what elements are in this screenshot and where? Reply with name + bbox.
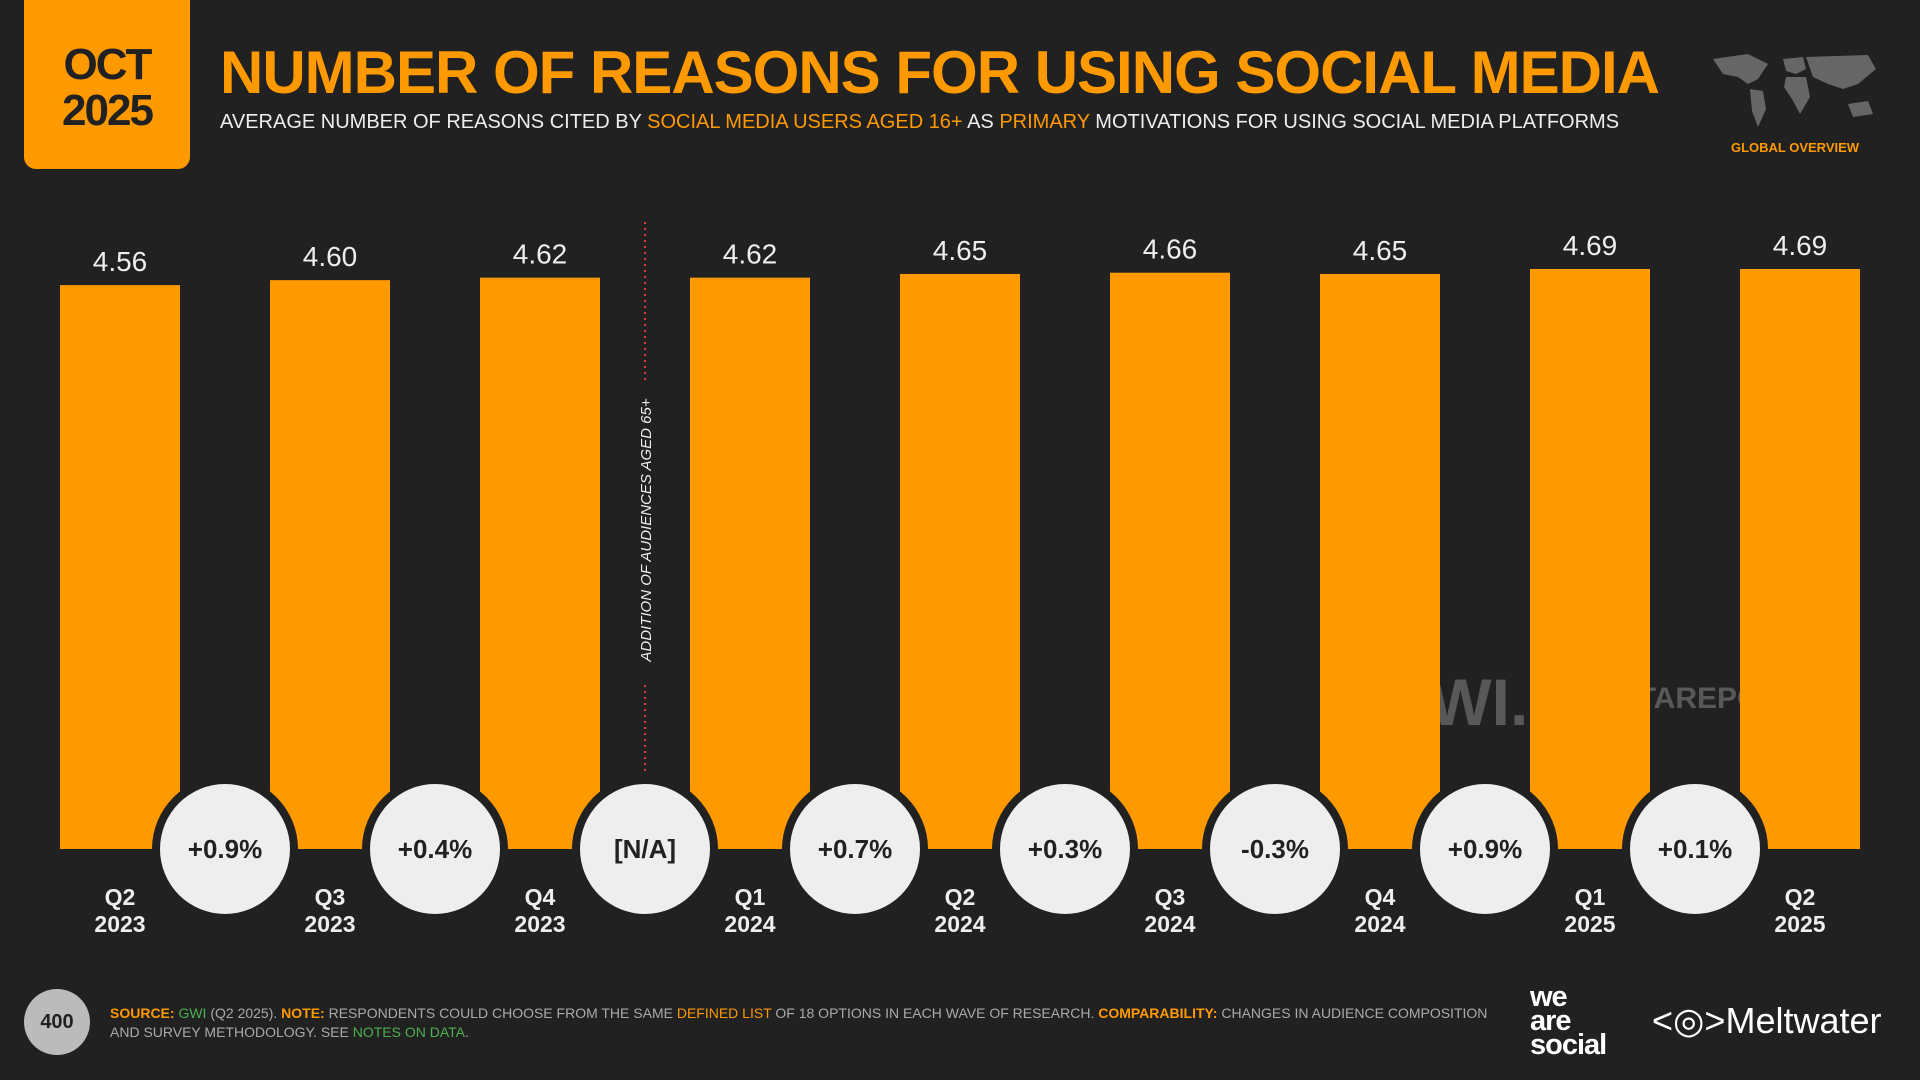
source-label: SOURCE: [110, 1005, 175, 1021]
subtitle-highlight: SOCIAL MEDIA USERS AGED 16+ [647, 111, 963, 133]
date-year: 2025 [62, 86, 154, 135]
source-link[interactable]: GWI [178, 1005, 207, 1021]
bar [1740, 269, 1860, 849]
change-label: +0.4% [398, 834, 472, 864]
change-badge [1420, 784, 1550, 914]
value-label: 4.62 [723, 239, 778, 270]
change-label: +0.3% [1028, 834, 1102, 864]
change-label: [N/A] [614, 834, 676, 864]
category-label: 2024 [1144, 911, 1195, 937]
bar [1320, 273, 1440, 850]
category-label: Q2 [105, 884, 136, 910]
logo-word: are [1530, 1005, 1572, 1037]
subtitle-text: AVERAGE NUMBER OF REASONS CITED BY [220, 111, 648, 133]
date-badge: OCT 2025 [24, 0, 190, 169]
category-label: 2023 [304, 911, 355, 937]
bar [690, 277, 810, 849]
category-label: 2025 [1564, 911, 1615, 937]
logo-word: we [1530, 981, 1568, 1013]
page-number: 400 [24, 989, 90, 1055]
category-label: 2023 [94, 911, 145, 937]
notes-on-data-link[interactable]: NOTES ON DATA [352, 1024, 466, 1040]
note-text: RESPONDENTS COULD CHOOSE FROM THE SAME [324, 1005, 677, 1021]
change-badge [160, 784, 290, 914]
change-badge [1000, 784, 1130, 914]
category-label: Q4 [1365, 884, 1396, 910]
bar [480, 277, 600, 849]
comparability-text: CHANGES IN AUDIENCE COMPOSITION AND SURV… [110, 1005, 1488, 1040]
change-badge [1210, 784, 1340, 914]
meltwater-text: Meltwater [1725, 1000, 1882, 1041]
note-label: NOTE: [281, 1005, 325, 1021]
page-subtitle: AVERAGE NUMBER OF REASONS CITED BY SOCIA… [220, 111, 1619, 134]
comparability-label: COMPARABILITY: [1098, 1005, 1218, 1021]
change-label: -0.3% [1241, 834, 1309, 864]
logo-word: social [1530, 1029, 1607, 1061]
value-label: 4.66 [1143, 234, 1198, 265]
category-label: 2025 [1774, 911, 1825, 937]
bar [1110, 272, 1230, 849]
value-label: 4.65 [1353, 235, 1408, 266]
date-month: OCT [63, 40, 153, 89]
footer-source: SOURCE: GWI (Q2 2025). NOTE: RESPONDENTS… [110, 1004, 1490, 1042]
meltwater-logo: <◎>Meltwater [1652, 1000, 1882, 1042]
bar [270, 280, 390, 849]
category-label: 2024 [724, 911, 775, 937]
change-badge [580, 784, 710, 914]
change-label: +0.9% [1448, 834, 1522, 864]
change-badge [370, 784, 500, 914]
category-label: Q3 [1155, 884, 1186, 910]
page-title: NUMBER OF REASONS FOR USING SOCIAL MEDIA [220, 39, 1660, 106]
category-label: Q1 [1575, 884, 1606, 910]
category-label: Q2 [1785, 884, 1816, 910]
category-label: Q4 [525, 884, 556, 910]
category-label: 2024 [934, 911, 985, 937]
bar [900, 273, 1020, 850]
note-text: OF 18 OPTIONS IN EACH WAVE OF RESEARCH. [771, 1005, 1099, 1021]
change-badge [1630, 784, 1760, 914]
subtitle-text: AS [962, 111, 1000, 133]
value-label: 4.60 [303, 241, 358, 272]
change-label: +0.1% [1658, 834, 1732, 864]
defined-list-link[interactable]: DEFINED LIST [676, 1005, 772, 1021]
source-text: (Q2 2025). [206, 1005, 282, 1021]
value-label: 4.69 [1563, 230, 1618, 261]
bar [60, 285, 180, 849]
we-are-social-logo: we are social [1530, 981, 1607, 1061]
value-label: 4.62 [513, 239, 568, 270]
value-label: 4.65 [933, 235, 988, 266]
bar [1530, 269, 1650, 849]
meltwater-icon: <◎> [1652, 1000, 1726, 1041]
change-label: +0.9% [188, 834, 262, 864]
value-label: 4.56 [93, 246, 148, 277]
change-badge [790, 784, 920, 914]
region-label: GLOBAL OVERVIEW [1730, 140, 1860, 155]
subtitle-text: MOTIVATIONS FOR USING SOCIAL MEDIA PLATF… [1089, 111, 1620, 133]
subtitle-highlight: PRIMARY [999, 111, 1090, 133]
category-label: 2023 [514, 911, 565, 937]
world-map-icon [1713, 54, 1876, 127]
category-label: 2024 [1354, 911, 1405, 937]
category-label: Q1 [735, 884, 766, 910]
bar-chart: 4.56Q220234.60Q320234.62Q420234.62Q12024… [60, 222, 1860, 937]
footer-end: . [465, 1024, 469, 1040]
annotation-label: ADDITION OF AUDIENCES AGED 65+ [638, 398, 655, 662]
category-label: Q2 [945, 884, 976, 910]
change-label: +0.7% [818, 834, 892, 864]
value-label: 4.69 [1773, 230, 1828, 261]
category-label: Q3 [315, 884, 346, 910]
